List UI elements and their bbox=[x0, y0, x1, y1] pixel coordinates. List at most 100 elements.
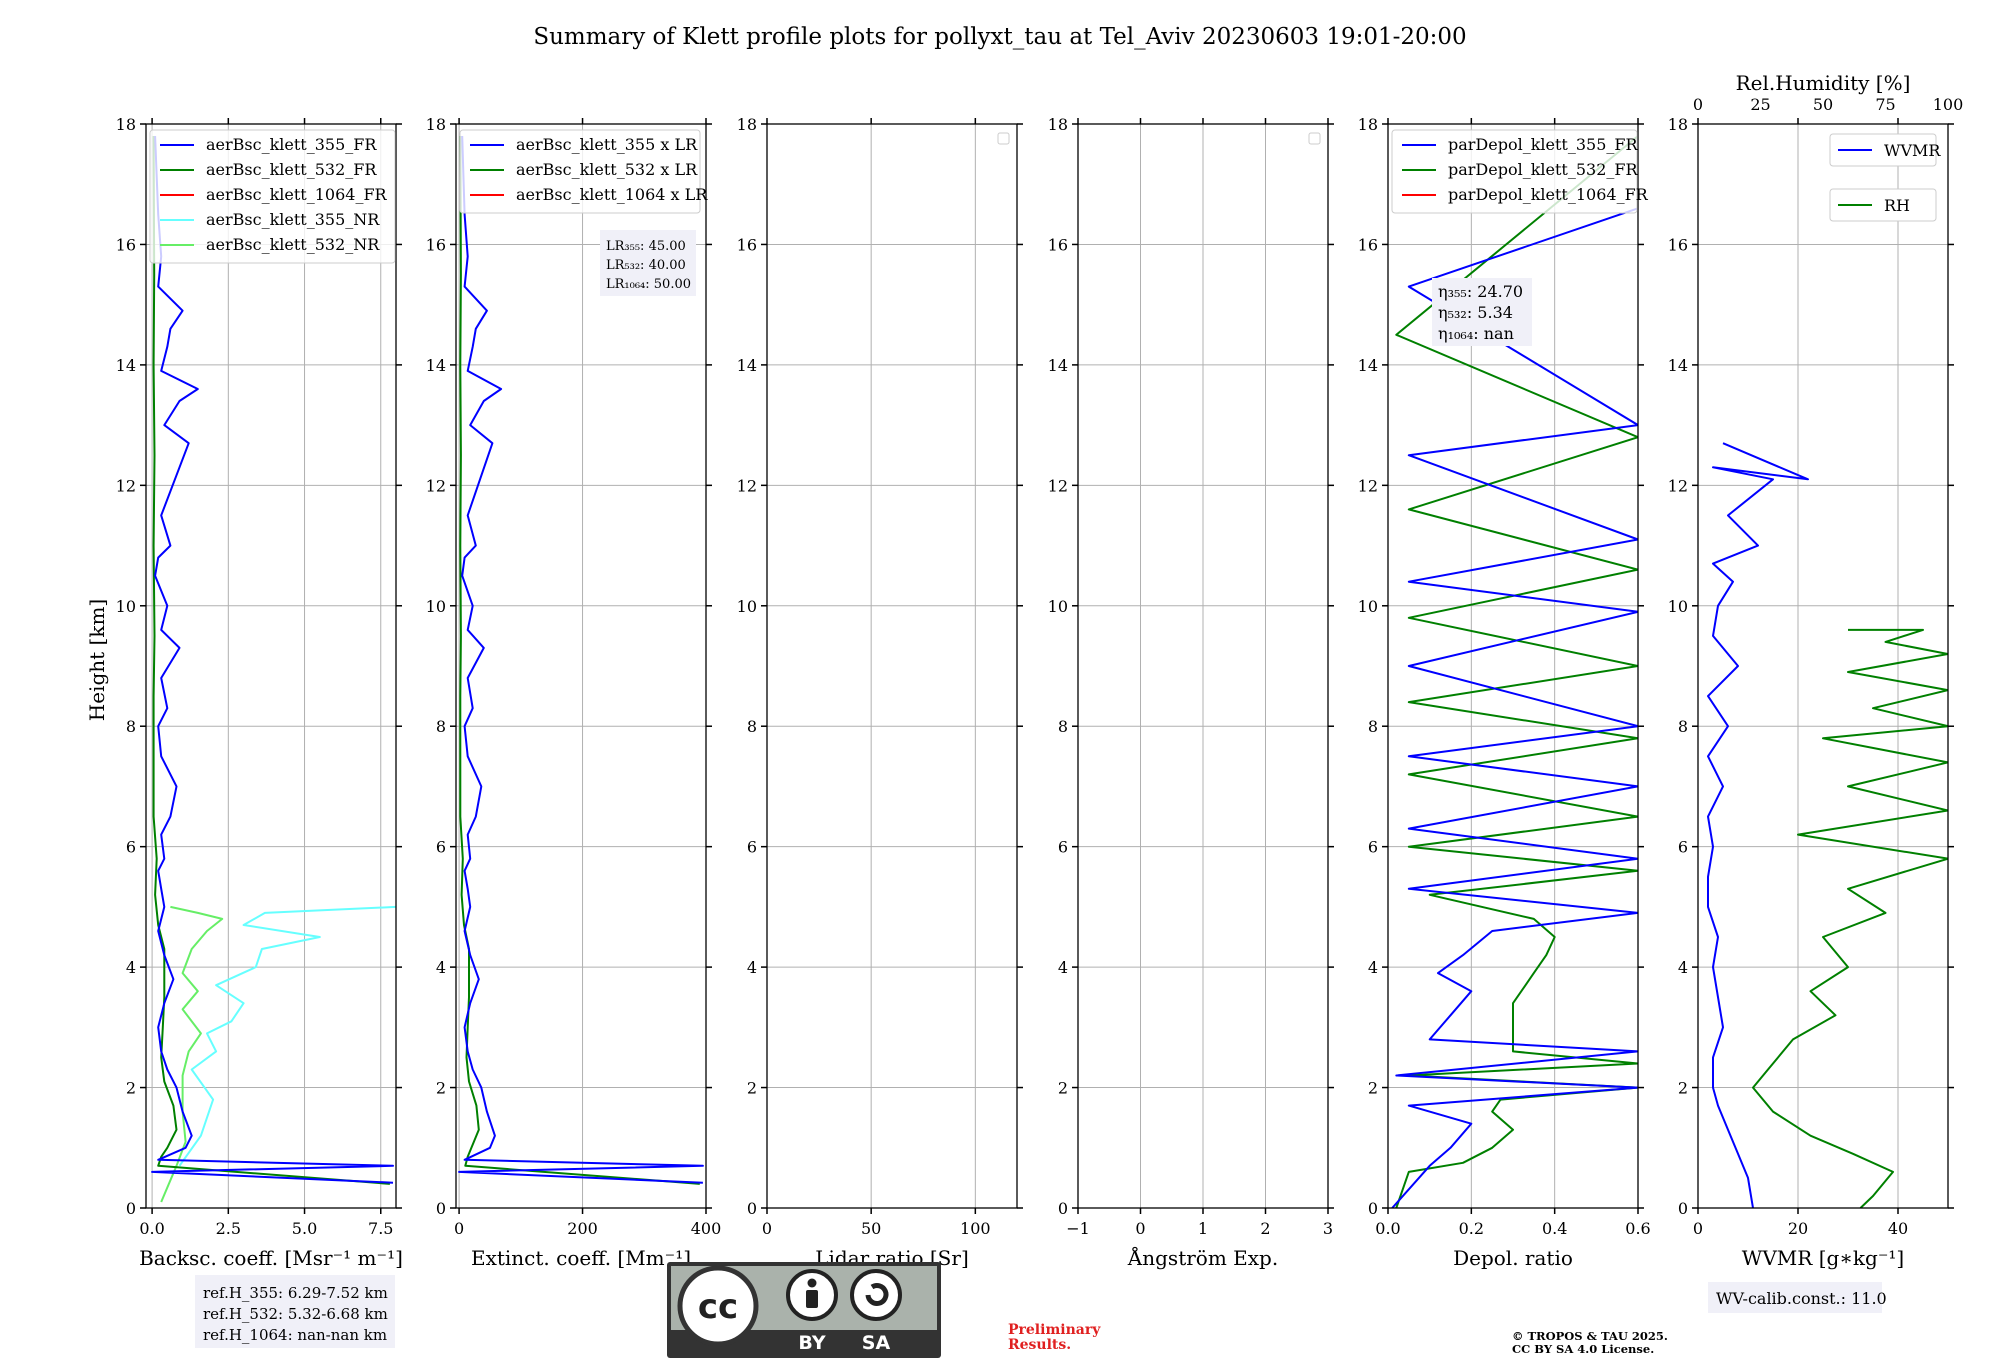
y-tick-label: 18 bbox=[426, 115, 446, 134]
y-tick-label: 18 bbox=[1358, 115, 1378, 134]
y-tick-label: 0 bbox=[1678, 1199, 1688, 1218]
x-tick-label: 7.5 bbox=[368, 1219, 393, 1238]
y-tick-label: 16 bbox=[737, 235, 757, 254]
x-tick-label: 40 bbox=[1888, 1219, 1908, 1238]
x-tick-label: 1 bbox=[1198, 1219, 1208, 1238]
cc-by-sa-badge: cc BY SA bbox=[667, 1262, 941, 1358]
copyright-line1: © TROPOS & TAU 2025. bbox=[1512, 1329, 1668, 1343]
series-line-aerBsc_klett_532 x LR bbox=[459, 135, 700, 1185]
y-tick-label: 8 bbox=[436, 717, 446, 736]
series-line-aerBsc_klett_355 x LR bbox=[458, 135, 704, 1184]
sa-label: SA bbox=[862, 1332, 891, 1354]
series-group bbox=[151, 135, 396, 1203]
y-tick-label: 2 bbox=[747, 1079, 757, 1098]
series-line-aerBsc_klett_355_FR bbox=[151, 135, 394, 1184]
wv-calibration-box: WV-calib.const.: 11.0 bbox=[1708, 1282, 1887, 1313]
x-axis-label: Ångström Exp. bbox=[1127, 1245, 1278, 1270]
top-tick-label: 50 bbox=[1813, 95, 1833, 114]
y-tick-label: 0 bbox=[1058, 1199, 1068, 1218]
sa-share-icon bbox=[850, 1269, 902, 1321]
legend-label: parDepol_klett_355_FR bbox=[1448, 135, 1639, 154]
legend-label: aerBsc_klett_1064 x LR bbox=[516, 185, 708, 204]
y-tick-label: 4 bbox=[1058, 958, 1068, 977]
by-label: BY bbox=[798, 1332, 825, 1354]
series-line-WVMR bbox=[1707, 442, 1809, 1208]
legend-label: aerBsc_klett_532_NR bbox=[206, 235, 380, 254]
axes-frame bbox=[1387, 123, 1639, 1209]
y-tick-label: 6 bbox=[1368, 838, 1378, 857]
x-tick-label: 0 bbox=[454, 1219, 464, 1238]
y-tick-label: 10 bbox=[1048, 597, 1068, 616]
x-tick-label: 2.5 bbox=[216, 1219, 241, 1238]
axes-frame bbox=[145, 123, 397, 1209]
x-tick-label: 0.0 bbox=[139, 1219, 164, 1238]
legend-box bbox=[1391, 129, 1638, 214]
y-tick-label: 18 bbox=[1048, 115, 1068, 134]
y-tick-label: 0 bbox=[436, 1199, 446, 1218]
wv-calibration-text: WV-calib.const.: 11.0 bbox=[1716, 1289, 1887, 1308]
y-tick-label: 10 bbox=[1358, 597, 1378, 616]
y-tick-label: 0 bbox=[1368, 1199, 1378, 1218]
x-tick-label: 200 bbox=[567, 1219, 598, 1238]
legend-label: parDepol_klett_532_FR bbox=[1448, 160, 1639, 179]
y-tick-label: 12 bbox=[737, 476, 757, 495]
axes-frame bbox=[766, 123, 1018, 1209]
legend-label: parDepol_klett_1064_FR bbox=[1448, 185, 1649, 204]
eta-text: η₅₃₂: 5.34 bbox=[1438, 303, 1513, 322]
empty-legend-box bbox=[997, 132, 1010, 145]
y-tick-label: 10 bbox=[737, 597, 757, 616]
eta-text: η₃₅₅: 24.70 bbox=[1438, 282, 1523, 301]
y-tick-label: 4 bbox=[1678, 958, 1688, 977]
preliminary-label-line1: Preliminary bbox=[1008, 1322, 1101, 1338]
top-tick-label: 100 bbox=[1933, 95, 1964, 114]
empty-legend-box bbox=[1308, 132, 1321, 145]
x-axis-label: Extinct. coeff. [Mm⁻¹] bbox=[471, 1246, 691, 1270]
legend-box bbox=[1829, 188, 1937, 222]
x-tick-label: 400 bbox=[691, 1219, 722, 1238]
x-tick-label: 3 bbox=[1323, 1219, 1333, 1238]
legend-box bbox=[459, 129, 701, 214]
x-axis-label: WVMR [g∗kg⁻¹] bbox=[1742, 1246, 1904, 1270]
panel-backscatter: 0 2 4 6 8 10 12 14 16 18 0.0 2.5 5.0 7.5 Backsc. coeff… bbox=[116, 115, 403, 1270]
y-tick-label: 14 bbox=[1668, 356, 1688, 375]
y-tick-label: 14 bbox=[1048, 356, 1068, 375]
x-tick-label: 0.4 bbox=[1542, 1219, 1567, 1238]
y-tick-label: 16 bbox=[1668, 235, 1688, 254]
preliminary-label-line2: Results. bbox=[1008, 1337, 1071, 1353]
y-tick-label: 8 bbox=[1058, 717, 1068, 736]
y-tick-label: 12 bbox=[1048, 476, 1068, 495]
cc-icon-letters: cc bbox=[698, 1287, 738, 1327]
y-tick-label: 12 bbox=[426, 476, 446, 495]
y-tick-label: 6 bbox=[1678, 838, 1688, 857]
x-tick-label: 50 bbox=[861, 1219, 881, 1238]
y-tick-label: 14 bbox=[426, 356, 446, 375]
x-tick-label: −1 bbox=[1066, 1219, 1090, 1238]
axes-frame bbox=[455, 123, 707, 1209]
y-tick-label: 2 bbox=[436, 1079, 446, 1098]
y-tick-label: 4 bbox=[747, 958, 757, 977]
series-line-RH bbox=[1752, 628, 1948, 1208]
x-tick-label: 100 bbox=[960, 1219, 991, 1238]
top-tick-label: 25 bbox=[1750, 95, 1770, 114]
top-axis-label: Rel.Humidity [%] bbox=[1736, 71, 1911, 95]
y-tick-label: 16 bbox=[116, 235, 136, 254]
series-line-parDepol_klett_532_FR bbox=[1395, 135, 1638, 1208]
y-tick-label: 8 bbox=[1368, 717, 1378, 736]
lidar-ratio-box bbox=[600, 230, 696, 296]
y-tick-label: 2 bbox=[1368, 1079, 1378, 1098]
y-tick-label: 8 bbox=[747, 717, 757, 736]
sa-share-arc bbox=[865, 1283, 889, 1306]
series-line-aerBsc_klett_532_NR bbox=[160, 905, 224, 1203]
panel-wvmr: 0 2 4 6 8 10 12 14 16 18 0 20 40 WVMR [g∗kg⁻¹] 0 25 50 75… bbox=[1668, 71, 1964, 1270]
y-tick-label: 0 bbox=[126, 1199, 136, 1218]
y-tick-label: 2 bbox=[1058, 1079, 1068, 1098]
x-tick-label: 20 bbox=[1788, 1219, 1808, 1238]
x-tick-label: 0.6 bbox=[1625, 1219, 1650, 1238]
y-tick-label: 10 bbox=[426, 597, 446, 616]
by-person-head bbox=[807, 1278, 817, 1288]
series-group bbox=[458, 135, 704, 1185]
y-tick-label: 10 bbox=[116, 597, 136, 616]
